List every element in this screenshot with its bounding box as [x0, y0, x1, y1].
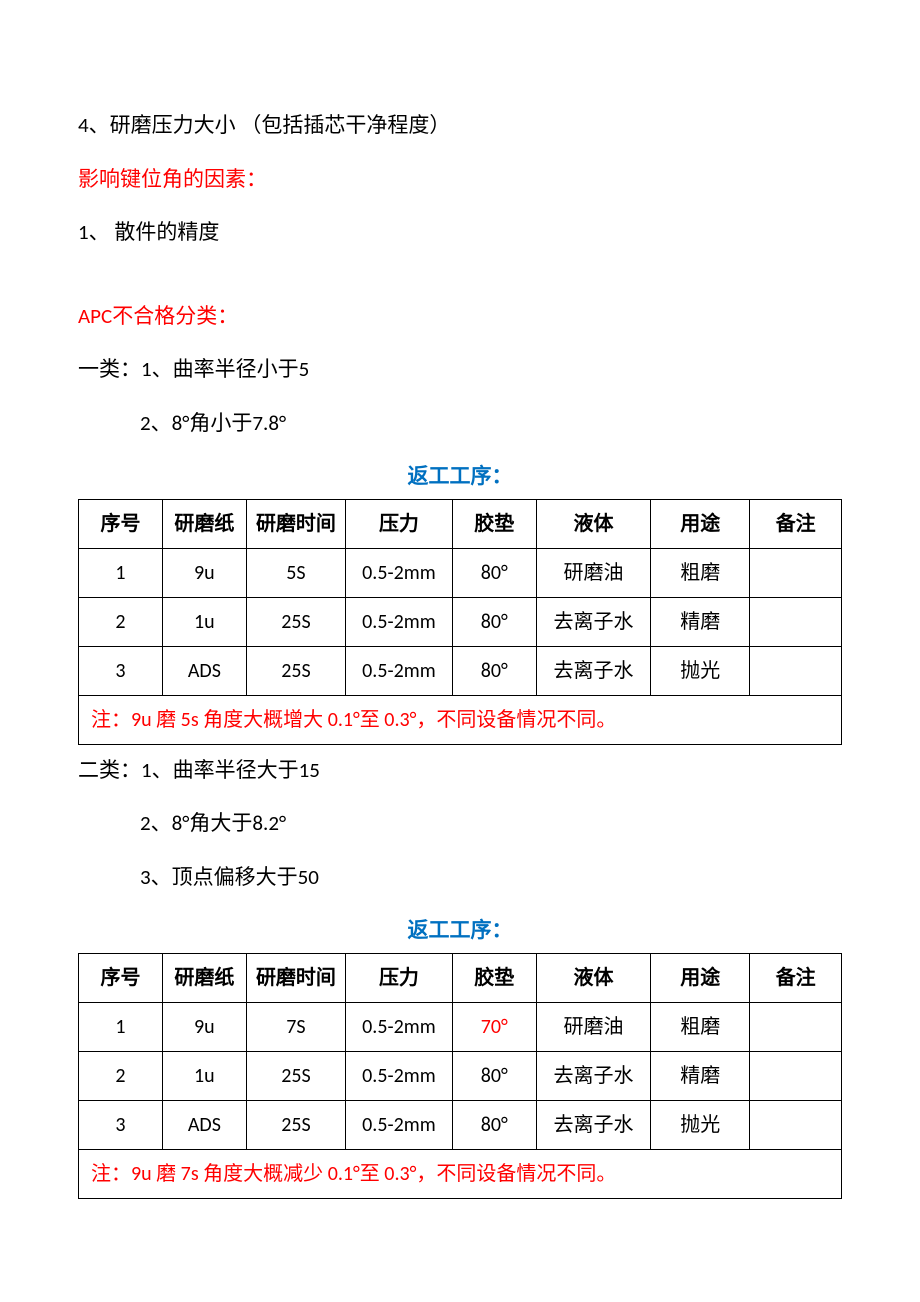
rework-table-2: 序号 研磨纸 研磨时间 压力 胶垫 液体 用途 备注 1 9u 7S 0.5-2…: [78, 953, 842, 1199]
cell: 1: [79, 548, 163, 597]
line-pressure: 4、研磨压力大小 （包括插芯干净程度）: [78, 110, 842, 142]
cell: 精磨: [651, 597, 750, 646]
cell: 3: [79, 1100, 163, 1149]
table2-title: 返工工序：: [78, 915, 842, 947]
cell: 研磨油: [536, 548, 650, 597]
cell: [750, 548, 842, 597]
cell: 0.5-2mm: [346, 1051, 453, 1100]
cell: 0.5-2mm: [346, 1002, 453, 1051]
table-row: 3 ADS 25S 0.5-2mm 80° 去离子水 抛光: [79, 1100, 842, 1149]
table-row: 3 ADS 25S 0.5-2mm 80° 去离子水 抛光: [79, 646, 842, 695]
col-pad: 胶垫: [452, 953, 536, 1002]
col-seq: 序号: [79, 499, 163, 548]
col-liquid: 液体: [536, 499, 650, 548]
table-row: 1 9u 7S 0.5-2mm 70° 研磨油 粗磨: [79, 1002, 842, 1051]
line-class2-item1: 二类：1、曲率半径大于15: [78, 755, 842, 787]
cell: 1: [79, 1002, 163, 1051]
col-paper: 研磨纸: [162, 499, 246, 548]
cell: 25S: [246, 1051, 345, 1100]
cell: [750, 1051, 842, 1100]
cell: 去离子水: [536, 646, 650, 695]
cell: 2: [79, 597, 163, 646]
cell: 80°: [452, 548, 536, 597]
line-key-angle-factors-title: 影响键位角的因素：: [78, 164, 842, 196]
cell: 研磨油: [536, 1002, 650, 1051]
cell: 抛光: [651, 646, 750, 695]
cell: 9u: [162, 1002, 246, 1051]
cell: 25S: [246, 1100, 345, 1149]
col-remark: 备注: [750, 953, 842, 1002]
table-row: 2 1u 25S 0.5-2mm 80° 去离子水 精磨: [79, 1051, 842, 1100]
line-class2-item3: 3、顶点偏移大于50: [78, 862, 842, 894]
spacer: [78, 271, 842, 301]
col-time: 研磨时间: [246, 499, 345, 548]
table-row: 2 1u 25S 0.5-2mm 80° 去离子水 精磨: [79, 597, 842, 646]
cell: [750, 597, 842, 646]
table-header-row: 序号 研磨纸 研磨时间 压力 胶垫 液体 用途 备注: [79, 953, 842, 1002]
cell: 3: [79, 646, 163, 695]
cell: 粗磨: [651, 1002, 750, 1051]
table-note: 注：9u 磨 5s 角度大概增大 0.1°至 0.3°，不同设备情况不同。: [79, 695, 842, 744]
cell: 2: [79, 1051, 163, 1100]
col-remark: 备注: [750, 499, 842, 548]
table-note-row: 注：9u 磨 7s 角度大概减少 0.1°至 0.3°，不同设备情况不同。: [79, 1149, 842, 1198]
cell: 25S: [246, 597, 345, 646]
line-precision: 1、 散件的精度: [78, 217, 842, 249]
table1-title: 返工工序：: [78, 461, 842, 493]
cell: 粗磨: [651, 548, 750, 597]
cell: 7S: [246, 1002, 345, 1051]
cell: ADS: [162, 646, 246, 695]
cell: 去离子水: [536, 597, 650, 646]
cell: 9u: [162, 548, 246, 597]
col-pressure: 压力: [346, 953, 453, 1002]
cell: 1u: [162, 1051, 246, 1100]
line-apc-fail-title: APC不合格分类：: [78, 301, 842, 333]
col-use: 用途: [651, 953, 750, 1002]
line-class1-item1: 一类：1、曲率半径小于5: [78, 354, 842, 386]
cell: 80°: [452, 646, 536, 695]
col-time: 研磨时间: [246, 953, 345, 1002]
cell: [750, 1100, 842, 1149]
col-liquid: 液体: [536, 953, 650, 1002]
rework-table-1: 序号 研磨纸 研磨时间 压力 胶垫 液体 用途 备注 1 9u 5S 0.5-2…: [78, 499, 842, 745]
cell: 70°: [452, 1002, 536, 1051]
cell: 0.5-2mm: [346, 646, 453, 695]
cell: ADS: [162, 1100, 246, 1149]
cell: 抛光: [651, 1100, 750, 1149]
cell: 5S: [246, 548, 345, 597]
cell: 80°: [452, 1100, 536, 1149]
table-note-row: 注：9u 磨 5s 角度大概增大 0.1°至 0.3°，不同设备情况不同。: [79, 695, 842, 744]
col-paper: 研磨纸: [162, 953, 246, 1002]
cell: 去离子水: [536, 1100, 650, 1149]
table-note: 注：9u 磨 7s 角度大概减少 0.1°至 0.3°，不同设备情况不同。: [79, 1149, 842, 1198]
col-use: 用途: [651, 499, 750, 548]
cell: 0.5-2mm: [346, 597, 453, 646]
table-header-row: 序号 研磨纸 研磨时间 压力 胶垫 液体 用途 备注: [79, 499, 842, 548]
cell: [750, 646, 842, 695]
table-row: 1 9u 5S 0.5-2mm 80° 研磨油 粗磨: [79, 548, 842, 597]
cell: 80°: [452, 1051, 536, 1100]
cell: 1u: [162, 597, 246, 646]
cell: 去离子水: [536, 1051, 650, 1100]
col-seq: 序号: [79, 953, 163, 1002]
cell: 0.5-2mm: [346, 1100, 453, 1149]
col-pressure: 压力: [346, 499, 453, 548]
line-class1-item2: 2、8°角小于7.8°: [78, 408, 842, 440]
cell: 25S: [246, 646, 345, 695]
line-class2-item2: 2、8°角大于8.2°: [78, 808, 842, 840]
col-pad: 胶垫: [452, 499, 536, 548]
cell: [750, 1002, 842, 1051]
cell: 80°: [452, 597, 536, 646]
cell: 精磨: [651, 1051, 750, 1100]
cell: 0.5-2mm: [346, 548, 453, 597]
